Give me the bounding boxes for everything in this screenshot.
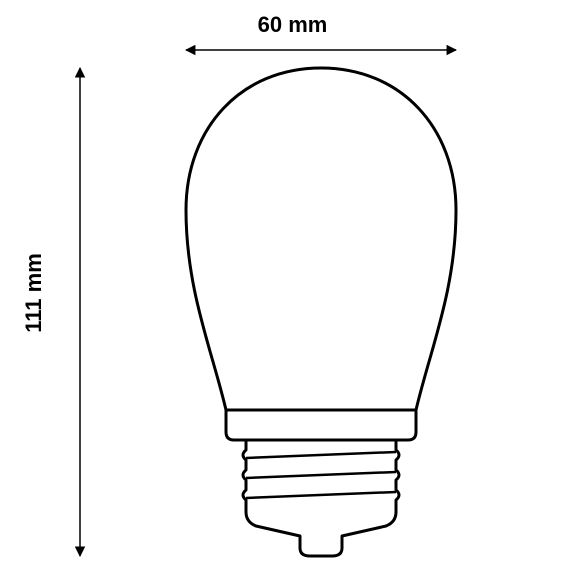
bulb-collar [226,410,416,440]
bulb-dimension-diagram [0,0,585,585]
bulb-threads [246,452,396,498]
bulb-outline [186,68,456,410]
